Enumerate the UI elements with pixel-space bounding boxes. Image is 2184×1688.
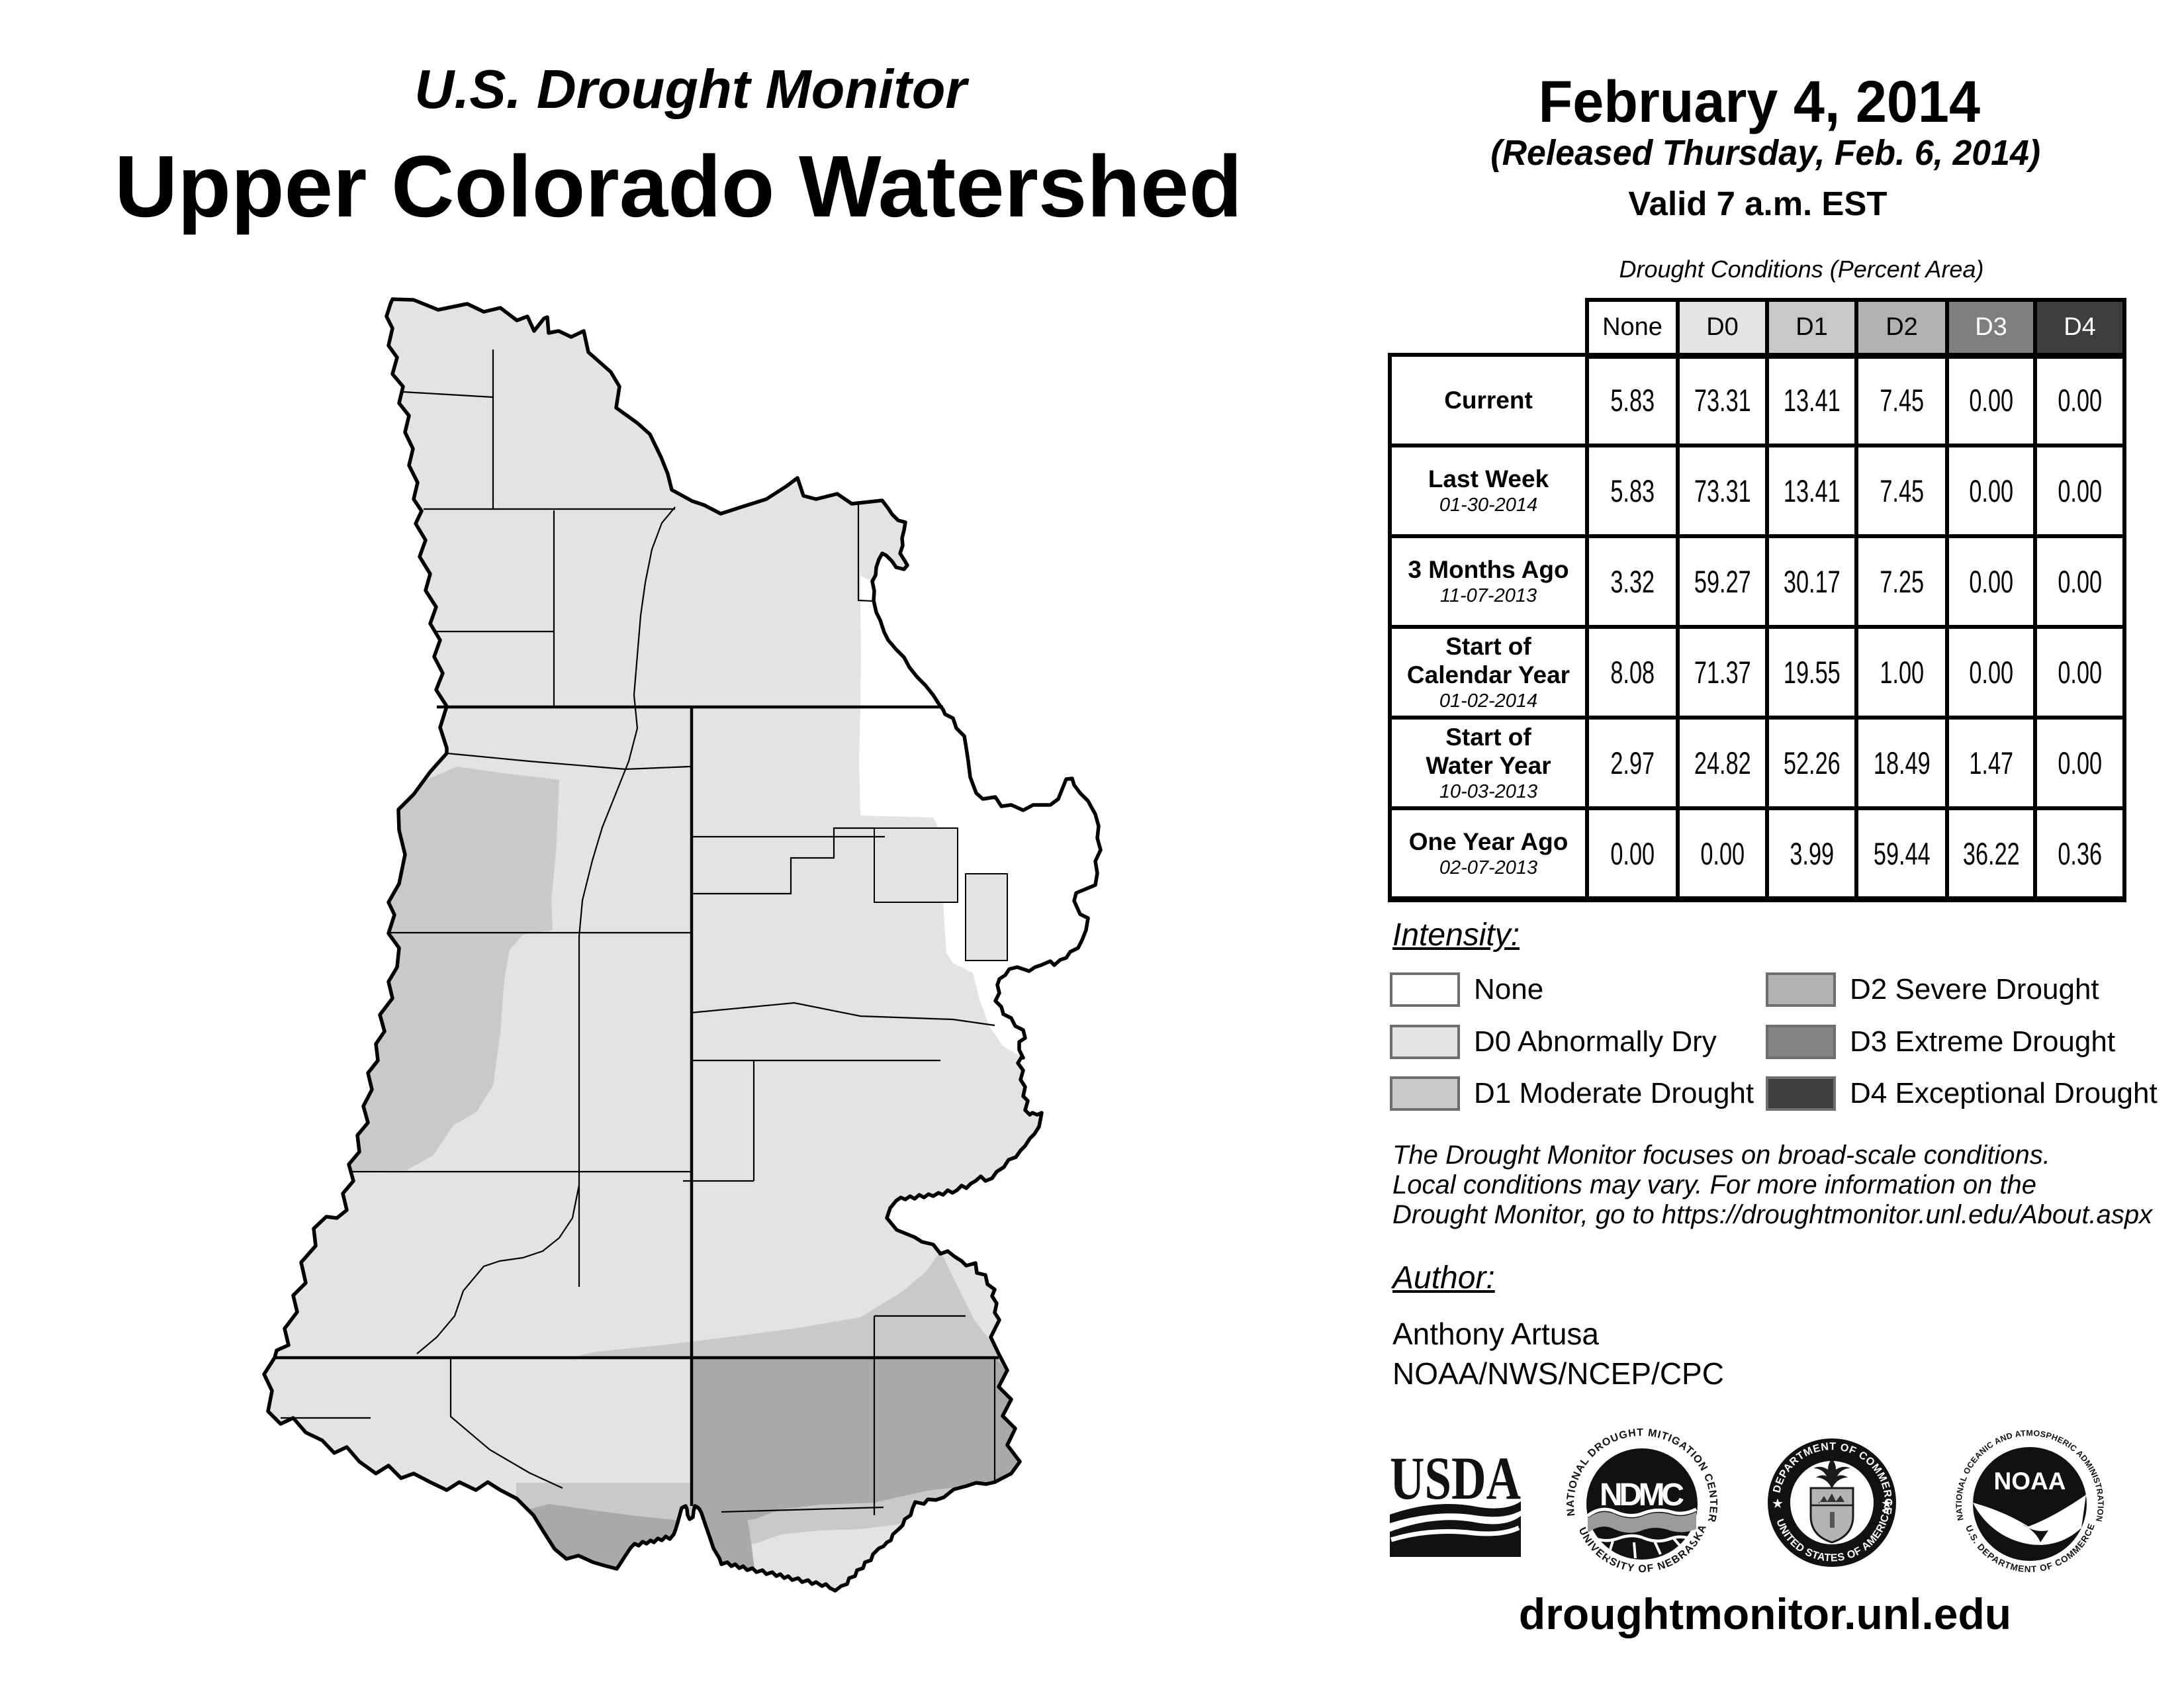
svg-text:★: ★	[1772, 1497, 1784, 1511]
svg-text:NOAA: NOAA	[1994, 1468, 2066, 1495]
svg-text:NDMC: NDMC	[1600, 1477, 1684, 1513]
svg-text:★: ★	[1881, 1497, 1893, 1511]
svg-text:USDA: USDA	[1390, 1444, 1521, 1512]
